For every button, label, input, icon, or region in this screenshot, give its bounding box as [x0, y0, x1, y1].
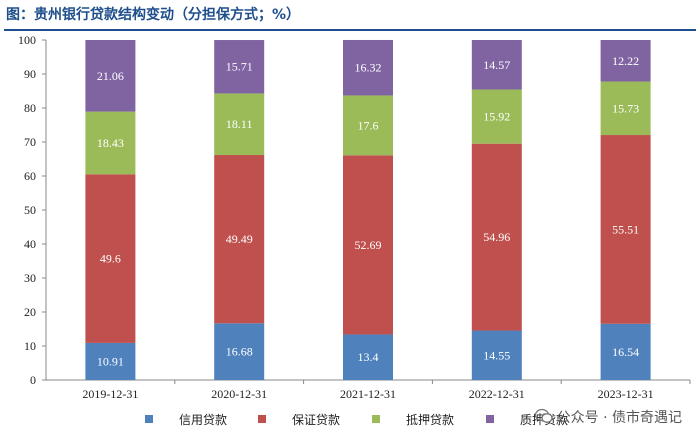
chart-title: 图：贵州银行贷款结构变动（分担保方式；%） — [6, 7, 301, 23]
data-label: 52.69 — [355, 238, 382, 252]
y-tick-label: 0 — [30, 373, 36, 387]
bar-segment — [214, 93, 265, 156]
bar-segment — [471, 89, 522, 144]
y-tick-label: 70 — [24, 135, 36, 149]
bar-segment — [343, 39, 393, 96]
bar-segment — [343, 95, 393, 156]
bar-segment — [343, 334, 393, 380]
x-tick-label: 2021-12-31 — [340, 387, 396, 401]
bar-segment — [600, 40, 651, 82]
title-rule — [4, 29, 696, 31]
data-label: 10.91 — [97, 354, 124, 368]
data-labels: 10.91 49.6 18.43 21.06 16.68 49.49 18.11 15.71 1… — [97, 54, 639, 369]
x-tick-label: 2019-12-31 — [82, 387, 138, 401]
data-label: 18.11 — [226, 117, 253, 131]
data-label: 14.57 — [483, 58, 510, 72]
y-tick-label: 60 — [24, 169, 36, 183]
data-label: 16.54 — [612, 345, 639, 359]
data-label: 54.96 — [483, 230, 510, 244]
data-label: 13.4 — [358, 350, 379, 364]
legend-swatch — [258, 415, 266, 423]
bar-segment — [85, 111, 136, 175]
data-label: 15.73 — [612, 101, 639, 115]
bar-segment — [471, 330, 522, 380]
bar-segment — [600, 323, 651, 380]
bar-segment — [214, 155, 265, 324]
data-label: 55.51 — [612, 222, 639, 236]
legend-label: 保证贷款 — [292, 413, 340, 427]
data-label: 16.32 — [355, 61, 382, 75]
bar-segment — [214, 40, 265, 94]
y-tick-label: 40 — [24, 237, 36, 251]
data-label: 21.06 — [97, 69, 124, 83]
legend-swatch — [145, 415, 153, 423]
y-tick-label: 80 — [24, 101, 36, 115]
wechat-icon — [534, 408, 553, 428]
data-label: 17.6 — [358, 118, 379, 132]
axes: 0 10 20 30 40 50 60 70 80 90 100 2019-12-31 2020-12-… — [18, 33, 691, 401]
x-tick-label: 2020-12-31 — [211, 387, 267, 401]
data-label: 15.92 — [483, 110, 510, 124]
data-label: 15.71 — [226, 60, 253, 74]
watermark: 公众号 · 债市奇遇记 — [534, 407, 682, 428]
bar-segment — [343, 155, 393, 335]
y-tick-label: 30 — [24, 271, 36, 285]
watermark-text: 公众号 · 债市奇遇记 — [556, 410, 682, 426]
data-label: 18.43 — [97, 136, 124, 150]
y-tick-label: 100 — [18, 33, 36, 47]
legend: 信用贷款保证贷款抵押贷款质押贷款 — [145, 413, 568, 427]
data-label: 14.55 — [483, 348, 510, 362]
y-tick-label: 10 — [24, 339, 36, 353]
bar-segment — [85, 40, 136, 112]
data-label: 16.68 — [226, 345, 253, 359]
legend-swatch — [372, 415, 380, 423]
bar-segment — [471, 40, 522, 90]
legend-label: 信用贷款 — [179, 413, 227, 427]
y-tick-label: 50 — [24, 203, 36, 217]
bar-segment — [85, 342, 136, 380]
bar-segment — [600, 81, 651, 136]
data-label: 49.6 — [100, 252, 121, 266]
legend-swatch — [486, 415, 494, 423]
bar-segment — [214, 323, 265, 380]
legend-label: 抵押贷款 — [406, 413, 454, 427]
bar-segment — [85, 174, 136, 343]
bars — [85, 39, 651, 380]
x-tick-label: 2023-12-31 — [598, 387, 654, 401]
bar-segment — [471, 143, 522, 331]
data-label: 49.49 — [226, 232, 253, 246]
x-tick-label: 2022-12-31 — [469, 387, 525, 401]
y-tick-label: 90 — [24, 67, 36, 81]
data-label: 12.22 — [612, 54, 639, 68]
bar-segment — [600, 135, 651, 324]
y-tick-label: 20 — [24, 305, 36, 319]
